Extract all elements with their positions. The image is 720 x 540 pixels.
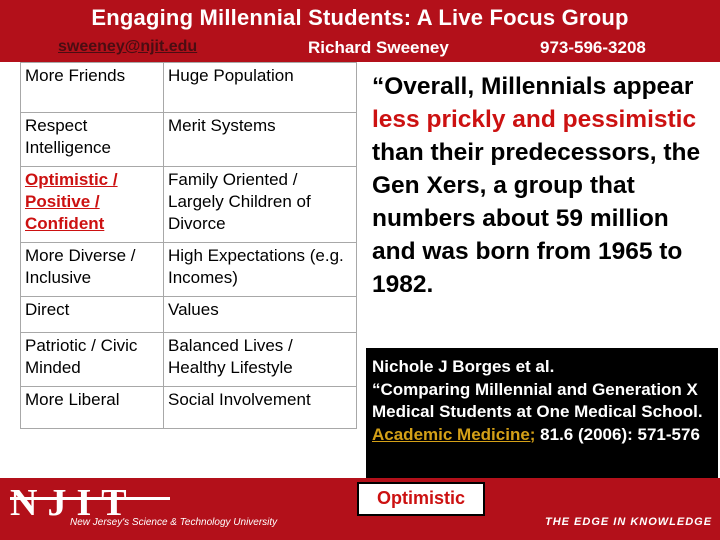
- quote-part-1: “Overall, Millennials appear: [372, 73, 694, 100]
- header-bar: [0, 0, 720, 62]
- trait-right-cell: Merit Systems: [163, 112, 357, 167]
- trait-left-cell: More Friends: [20, 62, 164, 113]
- trait-right-cell: Huge Population: [163, 62, 357, 113]
- trait-right-cell: Balanced Lives / Healthy Lifestyle: [163, 332, 357, 387]
- edge-tagline: THE EDGE IN KNOWLEDGE: [545, 516, 713, 528]
- table-row: Direct Values: [20, 296, 357, 333]
- slide-title: Engaging Millennial Students: A Live Foc…: [91, 5, 629, 30]
- table-row: Patriotic / Civic Minded Balanced Lives …: [20, 332, 357, 387]
- trait-right-cell: High Expectations (e.g. Incomes): [163, 242, 357, 297]
- email-link[interactable]: sweeney@njit.edu: [58, 38, 198, 55]
- njit-logo: NJIT: [10, 482, 170, 524]
- citation-authors: Nichole J Borges et al.: [372, 357, 555, 376]
- trait-left-cell: More Liberal: [20, 386, 164, 429]
- citation-box: [366, 348, 718, 478]
- table-row: Optimistic / Positive / Confident Family…: [20, 166, 357, 243]
- citation-details: 81.6 (2006): 571-576: [535, 424, 700, 444]
- optimistic-badge: Optimistic: [357, 482, 485, 516]
- author-name: Richard Sweeney: [308, 38, 449, 57]
- trait-left-cell: Respect Intelligence: [20, 112, 164, 167]
- quote-highlight: less prickly and pessimistic: [372, 106, 697, 133]
- quote-text: “Overall, Millennials appear less prickl…: [372, 70, 712, 301]
- table-row: More Liberal Social Involvement: [20, 386, 357, 429]
- trait-left-cell: Patriotic / Civic Minded: [20, 332, 164, 387]
- logo-text: NJIT: [10, 482, 137, 524]
- trait-right-cell: Social Involvement: [163, 386, 357, 429]
- trait-right-cell: Family Oriented / Largely Children of Di…: [163, 166, 357, 243]
- table-row: More Diverse / Inclusive High Expectatio…: [20, 242, 357, 297]
- university-tagline: New Jersey's Science & Technology Univer…: [70, 517, 278, 528]
- citation-journal-link[interactable]: Academic Medicine;: [372, 424, 536, 444]
- trait-right-cell: Values: [163, 296, 357, 333]
- traits-table: More Friends Huge Population Respect Int…: [20, 62, 357, 429]
- table-row: More Friends Huge Population: [20, 62, 357, 113]
- trait-left-cell: More Diverse / Inclusive: [20, 242, 164, 297]
- table-row: Respect Intelligence Merit Systems: [20, 112, 357, 167]
- phone-number: 973-596-3208: [540, 38, 646, 57]
- citation-text: Nichole J Borges et al. “Comparing Mille…: [372, 356, 716, 446]
- citation-title: “Comparing Millennial and Generation X M…: [372, 379, 703, 422]
- trait-left-cell-highlighted: Optimistic / Positive / Confident: [20, 166, 164, 243]
- logo-stripe: [10, 497, 170, 500]
- trait-left-cell: Direct: [20, 296, 164, 333]
- quote-part-2: than their predecessors, the Gen Xers, a…: [372, 139, 701, 298]
